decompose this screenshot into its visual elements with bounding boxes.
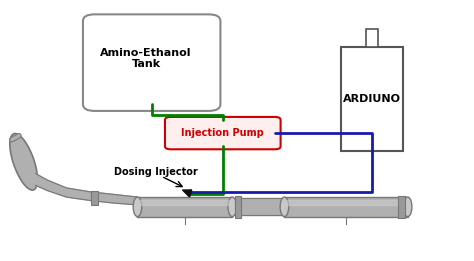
FancyBboxPatch shape bbox=[165, 117, 281, 149]
Bar bbox=[341, 47, 403, 151]
Ellipse shape bbox=[10, 134, 37, 190]
Bar bbox=[366, 29, 378, 47]
Polygon shape bbox=[182, 190, 191, 197]
Bar bbox=[284, 197, 408, 217]
Text: Dosing Injector: Dosing Injector bbox=[114, 167, 198, 177]
Ellipse shape bbox=[228, 197, 237, 217]
Text: Amino-Ethanol
Tank: Amino-Ethanol Tank bbox=[100, 48, 192, 69]
Bar bbox=[235, 196, 241, 218]
Bar bbox=[137, 197, 232, 217]
Text: ARDIUNO: ARDIUNO bbox=[343, 94, 401, 104]
FancyBboxPatch shape bbox=[83, 14, 220, 111]
Ellipse shape bbox=[280, 197, 289, 217]
Bar bbox=[398, 196, 405, 218]
Text: Injection Pump: Injection Pump bbox=[182, 128, 264, 138]
Polygon shape bbox=[36, 174, 137, 205]
Ellipse shape bbox=[403, 197, 412, 217]
Bar bbox=[91, 191, 98, 205]
Ellipse shape bbox=[133, 197, 142, 217]
